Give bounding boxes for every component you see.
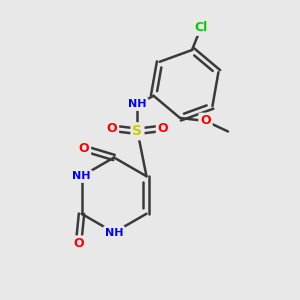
Text: NH: NH: [105, 227, 123, 238]
Text: O: O: [79, 142, 89, 155]
Text: O: O: [73, 237, 84, 250]
Text: NH: NH: [72, 171, 91, 181]
Text: Cl: Cl: [194, 21, 208, 34]
Text: O: O: [158, 122, 168, 135]
Text: S: S: [133, 124, 142, 138]
Text: O: O: [200, 115, 211, 128]
Text: NH: NH: [128, 99, 147, 109]
Text: O: O: [107, 122, 117, 135]
